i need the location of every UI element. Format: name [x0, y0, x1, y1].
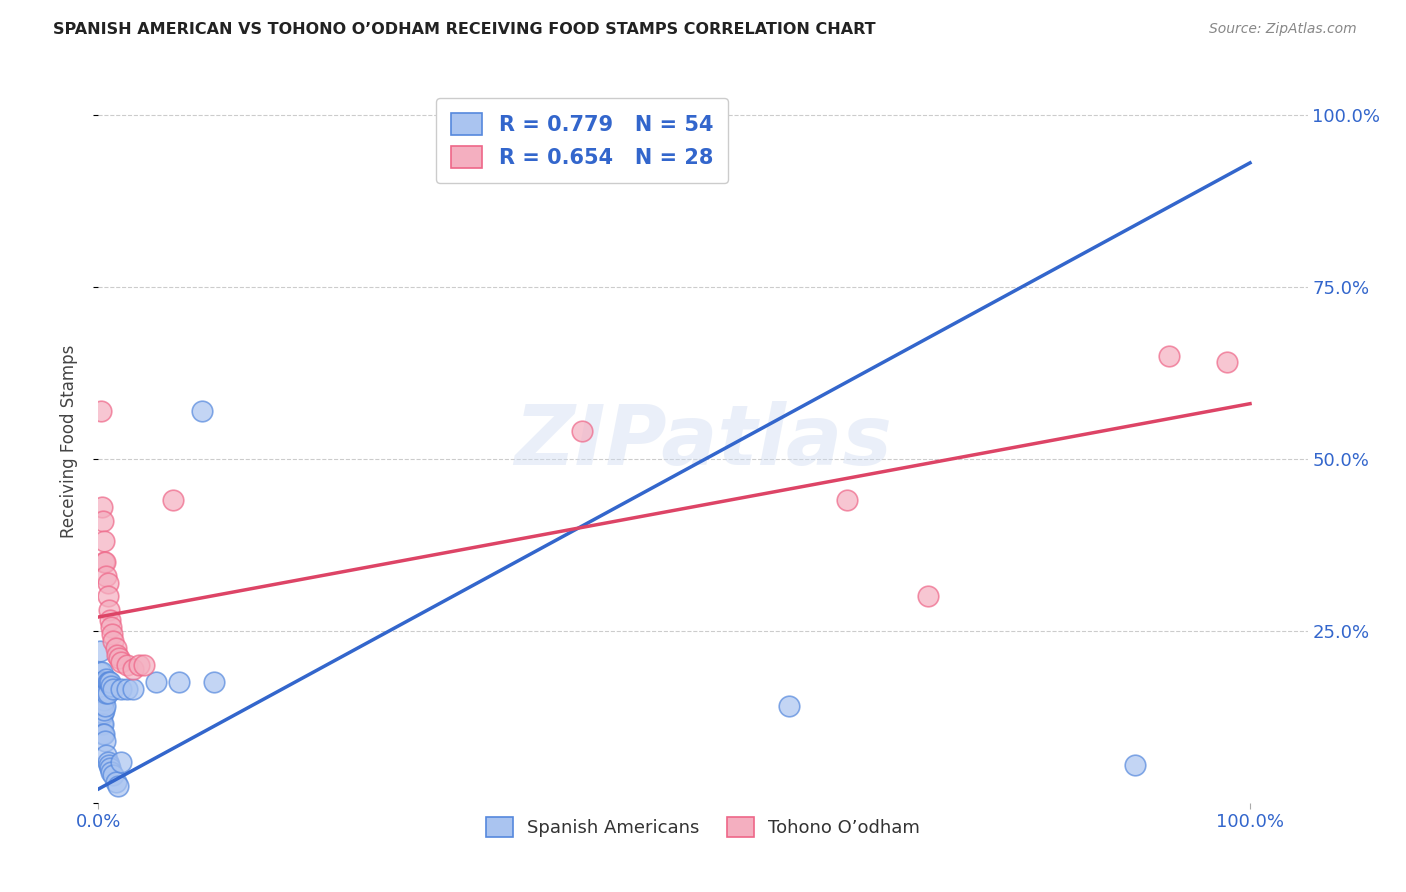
Point: [96, 672, 118, 686]
Point: [105, 648, 128, 662]
Point: [91, 686, 114, 700]
Point: [134, 658, 156, 673]
Point: [90, 403, 112, 417]
Point: [98, 675, 121, 690]
Point: [97, 603, 120, 617]
Point: [835, 493, 858, 508]
Point: [100, 679, 122, 693]
Point: [97, 675, 120, 690]
Point: [97, 675, 120, 690]
Legend: Spanish Americans, Tohono O’odham: Spanish Americans, Tohono O’odham: [478, 810, 928, 845]
Point: [1123, 758, 1146, 772]
Point: [89, 679, 111, 693]
Point: [103, 634, 125, 648]
Point: [94, 686, 117, 700]
Point: [93, 703, 115, 717]
Point: [202, 675, 225, 690]
Point: [93, 555, 115, 569]
Point: [93, 692, 115, 706]
Point: [97, 590, 120, 604]
Point: [89, 644, 111, 658]
Text: ZIPatlas: ZIPatlas: [515, 401, 891, 482]
Point: [91, 706, 114, 721]
Point: [100, 764, 122, 779]
Point: [94, 675, 117, 690]
Point: [97, 686, 120, 700]
Point: [91, 514, 114, 528]
Point: [93, 682, 115, 697]
Point: [91, 675, 114, 690]
Point: [100, 620, 122, 634]
Point: [90, 716, 112, 731]
Point: [115, 658, 138, 673]
Point: [103, 682, 125, 697]
Point: [191, 403, 214, 417]
Point: [89, 689, 111, 703]
Point: [90, 703, 112, 717]
Point: [94, 699, 117, 714]
Point: [167, 675, 190, 690]
Point: [97, 755, 120, 769]
Point: [90, 696, 112, 710]
Point: [110, 682, 132, 697]
Point: [108, 651, 131, 665]
Point: [90, 696, 112, 710]
Point: [96, 568, 118, 582]
Point: [90, 706, 112, 721]
Point: [97, 758, 120, 772]
Point: [101, 627, 124, 641]
Point: [128, 658, 150, 673]
Point: [91, 727, 114, 741]
Point: [94, 734, 117, 748]
Point: [90, 686, 112, 700]
Point: [104, 775, 127, 789]
Point: [96, 686, 118, 700]
Point: [98, 761, 121, 775]
Point: [107, 779, 129, 793]
Point: [93, 727, 115, 741]
Point: [90, 675, 112, 690]
Point: [93, 534, 115, 549]
Text: SPANISH AMERICAN VS TOHONO O’ODHAM RECEIVING FOOD STAMPS CORRELATION CHART: SPANISH AMERICAN VS TOHONO O’ODHAM RECEI…: [53, 22, 876, 37]
Y-axis label: Receiving Food Stamps: Receiving Food Stamps: [59, 345, 77, 538]
Point: [122, 682, 145, 697]
Point: [97, 575, 120, 590]
Point: [122, 662, 145, 676]
Point: [94, 555, 117, 569]
Point: [90, 689, 112, 703]
Point: [110, 755, 132, 769]
Point: [115, 682, 138, 697]
Point: [162, 493, 184, 508]
Point: [110, 655, 132, 669]
Point: [90, 500, 112, 514]
Point: [103, 768, 125, 782]
Point: [90, 710, 112, 724]
Point: [90, 665, 112, 679]
Point: [91, 696, 114, 710]
Point: [91, 716, 114, 731]
Point: [1159, 349, 1181, 363]
Text: Source: ZipAtlas.com: Source: ZipAtlas.com: [1209, 22, 1357, 37]
Point: [1216, 355, 1239, 369]
Point: [145, 675, 167, 690]
Point: [917, 590, 939, 604]
Point: [96, 747, 118, 762]
Point: [778, 699, 800, 714]
Point: [104, 640, 127, 655]
Point: [571, 424, 593, 438]
Point: [89, 665, 111, 679]
Point: [98, 614, 121, 628]
